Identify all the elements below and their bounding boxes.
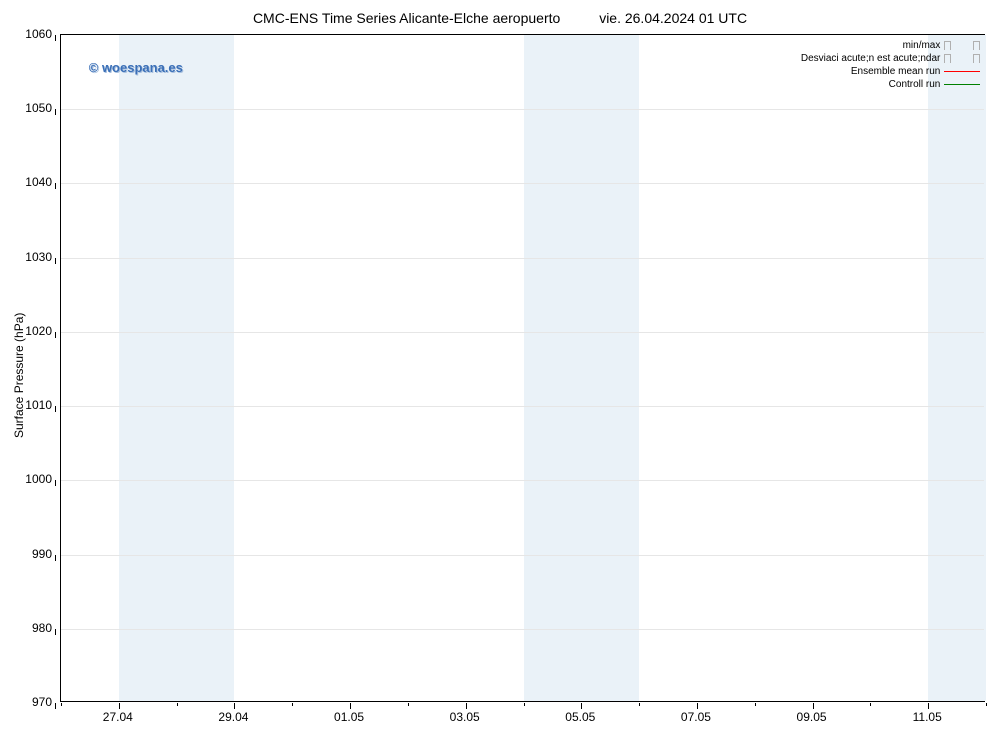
- x-tick: [581, 703, 582, 709]
- y-tick-label: 1020: [12, 324, 52, 338]
- legend: min/maxDesviaci acute;n est acute;ndarEn…: [801, 39, 981, 91]
- x-tick: [466, 703, 467, 709]
- x-tick-label: 27.04: [103, 710, 133, 724]
- weekend-shade: [928, 35, 986, 701]
- legend-item: Desviaci acute;n est acute;ndar: [801, 52, 981, 65]
- gridline: [61, 332, 984, 333]
- legend-item: min/max: [801, 39, 981, 52]
- x-tick-minor: [177, 703, 178, 706]
- legend-sample: [944, 53, 980, 65]
- chart-container: CMC-ENS Time Series Alicante-Elche aerop…: [0, 0, 1000, 733]
- y-tick: [55, 555, 56, 561]
- x-tick-label: 09.05: [797, 710, 827, 724]
- x-tick: [350, 703, 351, 709]
- legend-label: Ensemble mean run: [851, 65, 941, 78]
- x-tick-label: 03.05: [450, 710, 480, 724]
- y-tick: [55, 109, 56, 115]
- x-tick-label: 11.05: [913, 710, 942, 724]
- y-tick-label: 990: [12, 547, 52, 561]
- y-tick-label: 1010: [12, 398, 52, 412]
- y-tick: [55, 480, 56, 486]
- gridline: [61, 183, 984, 184]
- y-tick-label: 980: [12, 621, 52, 635]
- x-tick: [234, 703, 235, 709]
- y-tick-label: 1040: [12, 175, 52, 189]
- y-tick: [55, 258, 56, 264]
- x-tick-label: 05.05: [565, 710, 595, 724]
- y-tick: [55, 703, 56, 709]
- x-tick: [928, 703, 929, 709]
- weekend-shade: [119, 35, 235, 701]
- x-tick-minor: [408, 703, 409, 706]
- legend-label: Desviaci acute;n est acute;ndar: [801, 52, 941, 65]
- gridline: [61, 480, 984, 481]
- gridline: [61, 555, 984, 556]
- y-tick-label: 1030: [12, 250, 52, 264]
- x-tick-minor: [292, 703, 293, 706]
- legend-label: min/max: [903, 39, 941, 52]
- x-tick: [697, 703, 698, 709]
- legend-item: Ensemble mean run: [801, 65, 981, 78]
- y-tick: [55, 629, 56, 635]
- weekend-shade: [524, 35, 640, 701]
- gridline: [61, 406, 984, 407]
- y-tick: [55, 35, 56, 41]
- gridline: [61, 629, 984, 630]
- gridline: [61, 258, 984, 259]
- gridline: [61, 109, 984, 110]
- legend-sample: [944, 40, 980, 52]
- y-tick-label: 1000: [12, 472, 52, 486]
- x-tick-minor: [524, 703, 525, 706]
- y-tick: [55, 406, 56, 412]
- legend-label: Controll run: [889, 78, 941, 91]
- x-tick: [119, 703, 120, 709]
- x-tick-label: 01.05: [334, 710, 364, 724]
- plot-area: © woespana.es: [60, 34, 985, 702]
- watermark: © woespana.es: [89, 60, 183, 75]
- y-tick-label: 1050: [12, 101, 52, 115]
- x-tick: [813, 703, 814, 709]
- y-tick-label: 970: [12, 695, 52, 709]
- y-tick-label: 1060: [12, 27, 52, 41]
- title-left: CMC-ENS Time Series Alicante-Elche aerop…: [253, 10, 560, 26]
- y-tick: [55, 332, 56, 338]
- legend-sample: [944, 79, 980, 91]
- title-right: vie. 26.04.2024 01 UTC: [599, 10, 747, 26]
- x-tick-minor: [986, 703, 987, 706]
- y-tick: [55, 183, 56, 189]
- x-tick-minor: [755, 703, 756, 706]
- legend-sample: [944, 66, 980, 78]
- x-tick-minor: [870, 703, 871, 706]
- x-tick-label: 07.05: [681, 710, 711, 724]
- x-tick-minor: [639, 703, 640, 706]
- legend-item: Controll run: [801, 78, 981, 91]
- x-tick-label: 29.04: [218, 710, 248, 724]
- chart-title: CMC-ENS Time Series Alicante-Elche aerop…: [0, 10, 1000, 26]
- x-tick-minor: [61, 703, 62, 706]
